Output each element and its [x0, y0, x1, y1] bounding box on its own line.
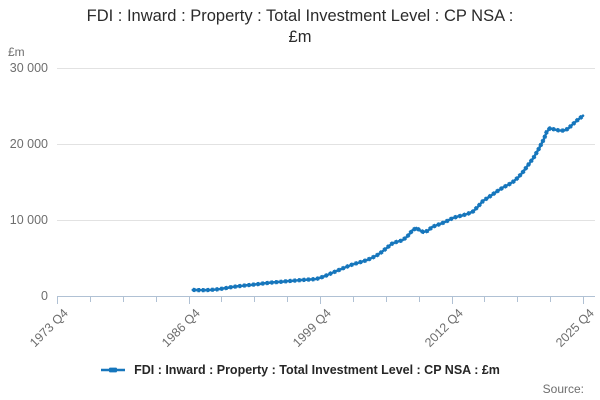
chart-title: FDI : Inward : Property : Total Investme…	[0, 6, 600, 48]
y-axis-tick-label: 20 000	[9, 137, 48, 151]
y-axis-tick-label: 0	[41, 289, 48, 303]
legend-line-marker-icon	[101, 367, 126, 373]
y-axis-unit-label: £m	[8, 45, 25, 59]
series-quarterly-markers	[192, 114, 585, 293]
legend-series-label[interactable]: FDI : Inward : Property : Total Investme…	[134, 363, 500, 377]
y-axis-tick-label: 10 000	[9, 213, 48, 227]
chart-title-line1: FDI : Inward : Property : Total Investme…	[86, 7, 514, 25]
y-axis-tick-label: 30 000	[9, 61, 48, 75]
source-label: Source:	[542, 382, 584, 396]
chart-title-line2: £m	[288, 28, 312, 46]
plot-area[interactable]	[0, 0, 600, 360]
legend: FDI : Inward : Property : Total Investme…	[0, 363, 600, 377]
series-line	[191, 114, 585, 292]
